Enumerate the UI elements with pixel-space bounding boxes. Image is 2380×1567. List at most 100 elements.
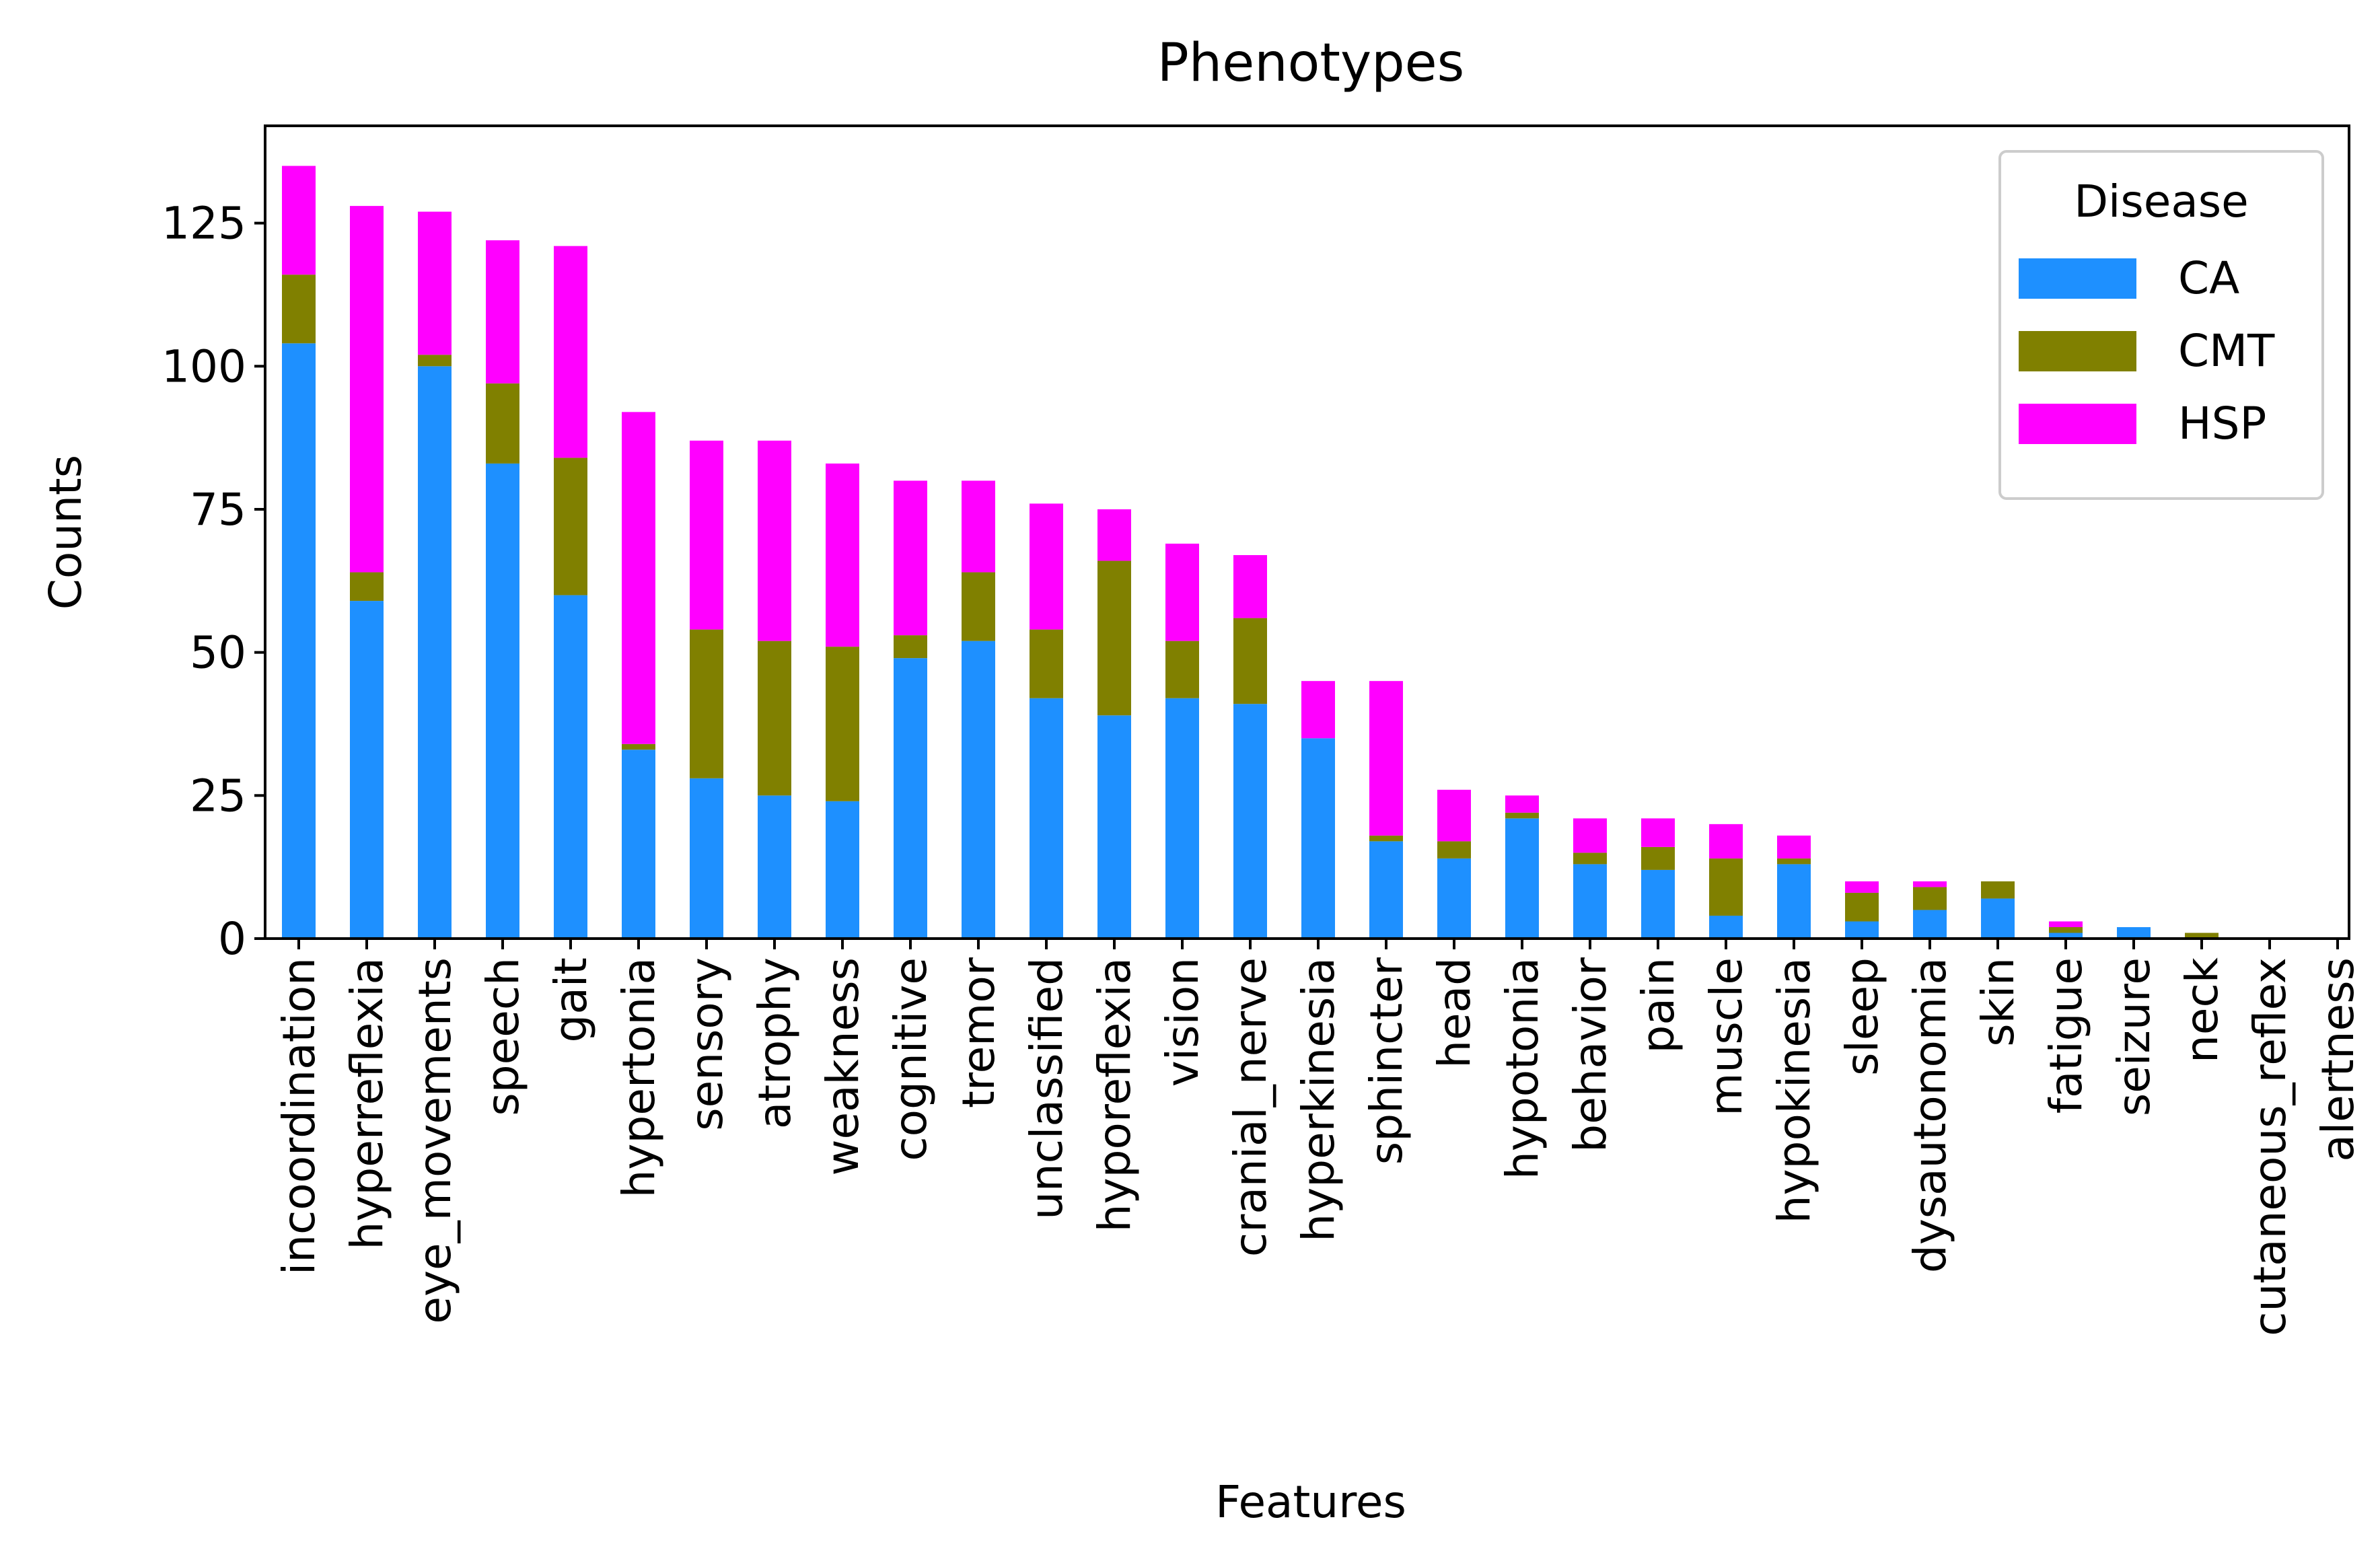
bar-cmt-sleep xyxy=(1845,892,1879,922)
y-axis: 0 25 50 75 100 125 xyxy=(161,198,265,965)
bar-hsp-hypertonia xyxy=(622,412,655,744)
bar-cmt-sphincter xyxy=(1369,835,1403,842)
bar-cmt-dysautonomia xyxy=(1913,887,1947,910)
bar-hsp-sleep xyxy=(1845,881,1879,893)
bar-hsp-sensory xyxy=(690,440,723,630)
bar-ca-behavior xyxy=(1573,864,1607,939)
x-tick-label: cranial_nerve xyxy=(1225,957,1276,1257)
x-tick-label: incoordination xyxy=(273,957,325,1275)
bar-ca-incoordination xyxy=(282,343,316,939)
bar-hsp-sphincter xyxy=(1369,681,1403,836)
bar-ca-fatigue xyxy=(2049,933,2083,939)
bar-hsp-dysautonomia xyxy=(1913,881,1947,887)
x-tick-label: hyperreflexia xyxy=(341,957,393,1250)
bar-ca-atrophy xyxy=(758,795,791,939)
legend-label-cmt: CMT xyxy=(2178,325,2275,377)
legend-label-ca: CA xyxy=(2178,252,2239,304)
bar-cmt-fatigue xyxy=(2049,926,2083,933)
bar-hsp-gait xyxy=(554,246,587,458)
bar-hsp-cranial_nerve xyxy=(1233,555,1267,618)
bar-ca-sensory xyxy=(690,778,723,939)
bar-cmt-unclassified xyxy=(1030,629,1063,698)
legend-title: Disease xyxy=(2074,176,2249,227)
bar-hsp-hyperkinesia xyxy=(1301,681,1335,739)
y-tick-label: 25 xyxy=(190,770,246,822)
bar-cmt-eye_movements xyxy=(418,355,452,367)
bar-ca-gait xyxy=(554,595,587,939)
bar-ca-speech xyxy=(486,463,519,939)
x-tick-label: alertness xyxy=(2312,957,2364,1162)
bar-hsp-fatigue xyxy=(2049,921,2083,927)
bar-hsp-tremor xyxy=(962,480,995,573)
bar-hsp-vision xyxy=(1165,544,1199,641)
bar-ca-hypotonia xyxy=(1505,818,1539,939)
x-tick-label: cutaneous_reflex xyxy=(2244,957,2296,1336)
bar-hsp-hyperreflexia xyxy=(350,206,384,573)
x-tick-label: sphincter xyxy=(1361,957,1412,1165)
x-tick-label: muscle xyxy=(1700,957,1752,1116)
legend-label-hsp: HSP xyxy=(2178,398,2266,449)
legend: Disease CA CMT HSP xyxy=(1998,150,2324,500)
bar-cmt-hypokinesia xyxy=(1777,858,1811,865)
x-tick-label: fatigue xyxy=(2040,957,2092,1114)
x-tick-label: hypotonia xyxy=(1496,957,1548,1179)
x-tick-label: hypertonia xyxy=(613,957,665,1198)
bar-ca-muscle xyxy=(1709,915,1743,939)
bar-hsp-weakness xyxy=(826,463,859,647)
bar-hsp-cognitive xyxy=(894,480,927,636)
x-tick-label: sleep xyxy=(1836,957,1888,1076)
bar-cmt-behavior xyxy=(1573,852,1607,865)
bar-hsp-speech xyxy=(486,240,519,384)
bar-ca-vision xyxy=(1165,698,1199,939)
bar-hsp-eye_movements xyxy=(418,211,452,355)
x-tick-label: tremor xyxy=(953,957,1005,1108)
x-tick-label: hypokinesia xyxy=(1768,957,1820,1223)
y-axis-label: Counts xyxy=(40,455,92,610)
bar-hsp-hypokinesia xyxy=(1777,835,1811,859)
bar-cmt-neck xyxy=(2185,933,2219,939)
bar-ca-tremor xyxy=(962,641,995,939)
bar-cmt-head xyxy=(1437,841,1471,859)
bar-cmt-tremor xyxy=(962,572,995,641)
x-tick-label: weakness xyxy=(817,957,869,1175)
bar-cmt-cognitive xyxy=(894,635,927,659)
bar-ca-cranial_nerve xyxy=(1233,704,1267,939)
bar-ca-eye_movements xyxy=(418,366,452,939)
x-tick-label: head xyxy=(1429,957,1480,1068)
bar-ca-hyperkinesia xyxy=(1301,738,1335,939)
x-tick-label: skin xyxy=(1972,957,2024,1047)
legend-swatch-ca xyxy=(2019,258,2136,299)
bar-ca-sphincter xyxy=(1369,841,1403,939)
bar-cmt-gait xyxy=(554,458,587,595)
bar-cmt-hyporeflexia xyxy=(1097,560,1131,716)
bar-ca-pain xyxy=(1641,869,1675,939)
legend-swatch-cmt xyxy=(2019,331,2136,371)
bar-hsp-unclassified xyxy=(1030,503,1063,630)
y-tick-label: 100 xyxy=(161,340,246,392)
bar-hsp-hypotonia xyxy=(1505,795,1539,813)
bar-cmt-weakness xyxy=(826,647,859,801)
bar-hsp-hyporeflexia xyxy=(1097,509,1131,561)
x-tick-label: neck xyxy=(2176,957,2228,1063)
x-tick-label: gait xyxy=(545,957,597,1043)
bar-cmt-hypertonia xyxy=(622,743,655,750)
bar-ca-cognitive xyxy=(894,658,927,939)
bar-ca-hyperreflexia xyxy=(350,601,384,939)
bar-cmt-speech xyxy=(486,383,519,464)
x-tick-label: unclassified xyxy=(1021,957,1073,1220)
bar-ca-hypokinesia xyxy=(1777,864,1811,939)
bar-ca-skin xyxy=(1981,898,2015,939)
bar-cmt-skin xyxy=(1981,881,2015,899)
bar-cmt-cranial_nerve xyxy=(1233,618,1267,704)
x-tick-label: dysautonomia xyxy=(1904,957,1956,1273)
bar-hsp-atrophy xyxy=(758,440,791,641)
bar-ca-sleep xyxy=(1845,921,1879,939)
bar-cmt-hyperreflexia xyxy=(350,572,384,602)
bar-ca-weakness xyxy=(826,801,859,939)
plot-frame xyxy=(264,124,2350,940)
x-tick-label: vision xyxy=(1157,957,1209,1087)
x-tick-label: cognitive xyxy=(885,957,937,1161)
y-tick-label: 125 xyxy=(161,198,246,250)
y-tick-label: 75 xyxy=(190,484,246,536)
